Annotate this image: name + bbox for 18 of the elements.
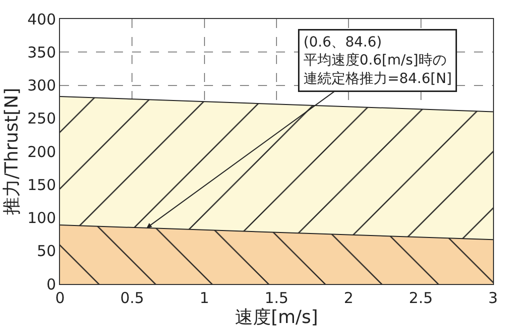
x-tick-label: 0.5 — [120, 289, 144, 307]
y-tick-label: 400 — [27, 10, 56, 28]
x-tick-label: 2.5 — [408, 289, 433, 307]
x-tick-label: 2 — [344, 289, 354, 307]
y-tick-label: 150 — [27, 176, 56, 194]
annotation: (0.6、84.6) 平均速度0.6[m/s]時の連続定格推力=84.6[N] — [304, 34, 452, 87]
x-tick-label: 1 — [200, 289, 210, 307]
x-tick-label: 3 — [488, 289, 498, 307]
y-tick-label: 300 — [27, 76, 56, 94]
y-tick-label: 200 — [27, 142, 56, 161]
y-tick-label: 100 — [27, 209, 56, 227]
y-tick-label: 0 — [46, 275, 56, 294]
y-tick-label: 250 — [27, 110, 56, 128]
y-axis-title: 推力/Thrust[N] — [2, 88, 23, 216]
x-axis-title: 速度[m/s] — [234, 307, 318, 328]
x-tick-label: 1.5 — [264, 289, 288, 307]
y-tick-label: 350 — [27, 43, 56, 62]
y-tick-label: 50 — [36, 242, 56, 260]
